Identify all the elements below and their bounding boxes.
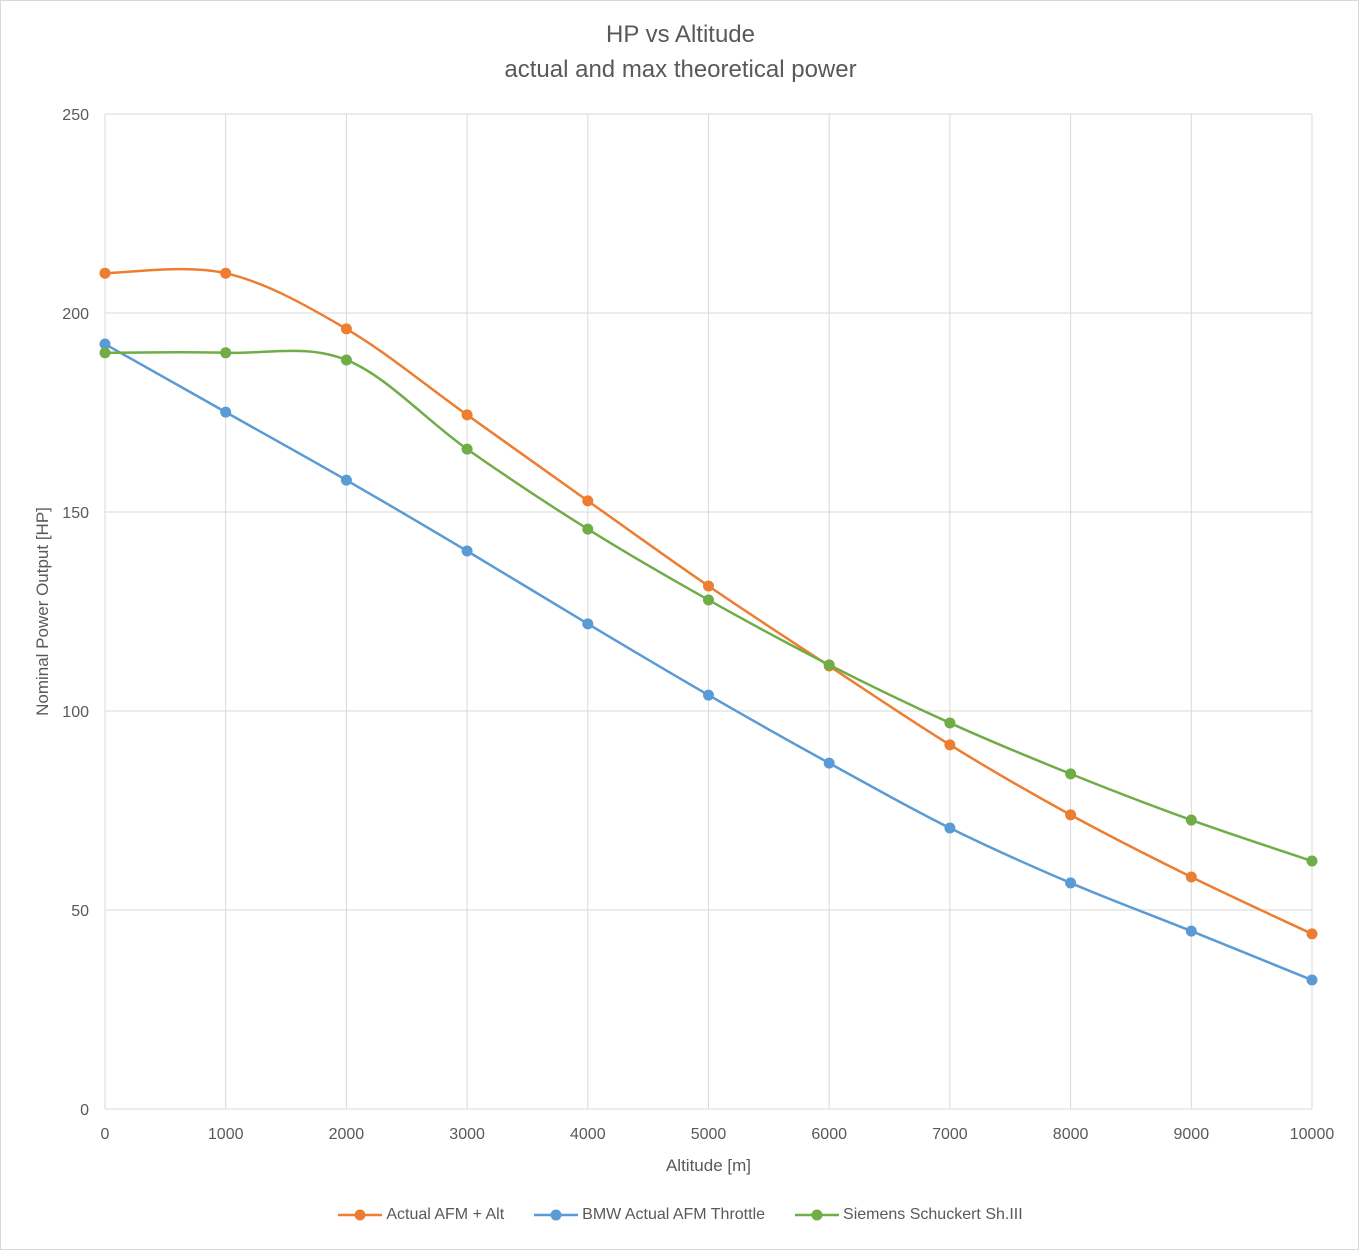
data-point-1 [582,618,594,630]
data-point-0 [461,409,473,421]
data-point-2 [1185,814,1197,826]
data-point-1 [1306,974,1318,986]
data-point-0 [944,739,956,751]
legend-marker [338,1209,383,1221]
x-axis-label: Altitude [m] [666,1156,751,1175]
data-point-2 [1065,768,1077,780]
data-point-2 [582,523,594,535]
legend: Actual AFM + Alt BMW Actual AFM Throttle S… [1,1206,1359,1224]
y-tick-label: 150 [62,505,89,522]
data-point-0 [1306,928,1318,940]
data-point-1 [461,545,473,557]
data-point-2 [1306,855,1318,867]
y-tick-label: 100 [62,704,89,721]
data-point-1 [340,474,352,486]
legend-label: BMW Actual AFM Throttle [582,1206,766,1223]
x-tick-label: 5000 [691,1126,727,1143]
x-tick-label: 0 [101,1126,110,1143]
data-point-0 [340,323,352,335]
data-point-0 [1065,809,1077,821]
legend-marker [795,1209,840,1221]
data-point-1 [703,689,714,701]
x-tick-label: 2000 [329,1126,365,1143]
legend-item: BMW Actual AFM Throttle [534,1206,765,1224]
x-tick-label: 8000 [1053,1126,1089,1143]
data-point-1 [823,757,835,769]
x-tick-label: 10000 [1290,1126,1335,1143]
legend-label: Actual AFM + Alt [386,1206,505,1223]
x-tick-label: 6000 [811,1126,847,1143]
x-tick-label: 9000 [1174,1126,1210,1143]
data-point-2 [944,717,956,729]
legend-item: Siemens Schuckert Sh.III [795,1206,1023,1224]
data-point-0 [582,495,594,507]
legend-item: Actual AFM + Alt [338,1206,504,1224]
x-tick-label: 4000 [570,1126,606,1143]
chart-title: HP vs Altitude [606,21,755,48]
data-point-1 [1185,925,1197,937]
data-point-1 [99,338,111,350]
data-point-2 [461,443,473,455]
x-tick-label: 1000 [208,1126,244,1143]
data-point-2 [340,354,352,366]
y-axis-label: Nominal Power Output [HP] [33,507,52,716]
data-point-2 [220,347,232,359]
data-point-0 [220,267,232,279]
data-point-2 [703,594,714,606]
y-tick-label: 0 [80,1102,89,1119]
legend-label: Siemens Schuckert Sh.III [843,1206,1023,1223]
legend-marker [534,1209,579,1221]
y-tick-label: 200 [62,306,89,323]
y-tick-label: 250 [62,107,89,124]
data-point-2 [99,347,111,359]
data-point-1 [944,822,956,834]
x-tick-label: 3000 [449,1126,485,1143]
data-point-2 [823,659,835,671]
x-tick-label: 7000 [932,1126,968,1143]
data-point-0 [703,580,714,592]
data-point-1 [220,406,232,418]
data-point-0 [99,267,111,279]
y-tick-label: 50 [71,903,89,920]
data-point-0 [1185,871,1197,883]
chart-subtitle: actual and max theoretical power [504,56,857,83]
data-point-1 [1065,877,1077,889]
